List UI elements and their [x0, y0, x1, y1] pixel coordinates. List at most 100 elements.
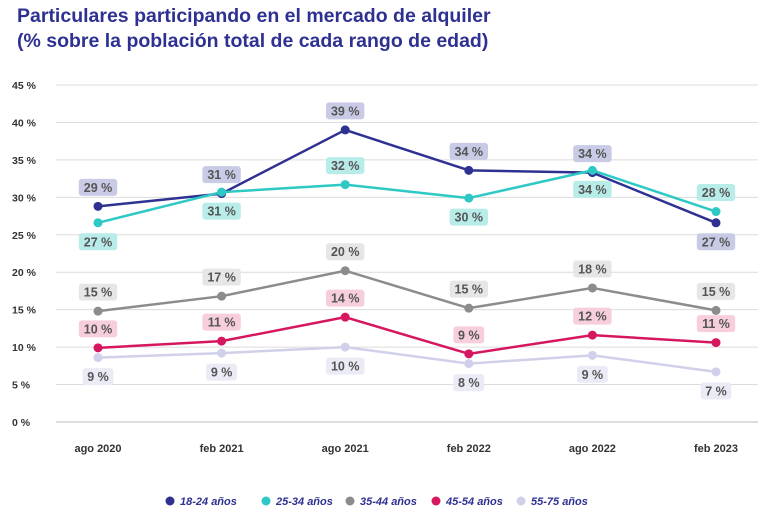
y-tick-label: 30 % [12, 192, 37, 204]
x-tick-label: feb 2023 [694, 443, 738, 455]
data-label-bg [449, 208, 488, 226]
data-label-bg [696, 282, 736, 300]
data-label: 17 % [207, 271, 236, 285]
legend-entry: 45-54 años [445, 496, 503, 508]
series-line [97, 169, 717, 225]
data-point [464, 359, 474, 369]
data-point [587, 330, 597, 340]
data-label-bg [453, 326, 485, 344]
y-tick-label: 35 % [12, 155, 37, 167]
data-label: 14 % [331, 292, 360, 306]
data-point [340, 266, 350, 276]
y-tick-label: 5 % [12, 380, 31, 392]
data-labels: 29 % 31 % 39 % 34 % 34 % 27 % 27 % 31 % 32 % 30 %… [78, 102, 736, 400]
data-point [340, 342, 350, 352]
data-label: 8 % [458, 376, 480, 390]
series-line [97, 345, 717, 374]
data-point [93, 343, 103, 353]
data-label: 34 % [578, 183, 607, 197]
data-label-bg [573, 260, 612, 278]
data-point [217, 336, 227, 346]
data-point [340, 125, 350, 135]
data-label-bg [577, 365, 608, 383]
data-label: 9 % [87, 370, 109, 384]
data-label-bg [202, 268, 241, 286]
legend-marker [431, 496, 441, 506]
data-label-bg [206, 363, 237, 381]
data-point [711, 367, 721, 377]
data-label: 9 % [211, 366, 233, 380]
data-label: 34 % [455, 145, 484, 159]
y-tick-label: 40 % [12, 117, 37, 129]
y-tick-label: 10 % [12, 342, 37, 354]
data-point [217, 348, 227, 358]
data-point [93, 306, 103, 316]
data-label: 10 % [331, 360, 360, 374]
data-label: 31 % [207, 168, 236, 182]
data-label-bg [449, 142, 488, 160]
data-label-bg [700, 382, 732, 400]
data-label: 32 % [331, 159, 360, 173]
data-label-bg [78, 283, 118, 301]
data-label: 11 % [208, 316, 236, 330]
data-label: 31 % [207, 205, 236, 219]
y-tick-label: 45 % [12, 80, 37, 92]
data-point [711, 207, 721, 217]
data-label: 29 % [84, 181, 113, 195]
data-label: 27 % [84, 235, 113, 249]
legend-entry: 55-75 años [531, 496, 588, 508]
y-tick-label: 15 % [12, 305, 37, 317]
data-label-bg [696, 233, 736, 251]
data-label: 12 % [578, 310, 607, 324]
data-label-bg [78, 233, 118, 251]
x-axis: ago 2020 feb 2021 ago 2021 feb 2022 ago 2022… [74, 443, 738, 455]
legend-marker [345, 496, 355, 506]
data-label: 18 % [578, 262, 607, 276]
series-line [97, 269, 717, 313]
data-label-bg [696, 315, 736, 333]
x-tick-label: feb 2022 [447, 443, 491, 455]
data-label: 15 % [84, 286, 113, 300]
data-label-bg [202, 202, 241, 220]
data-label: 27 % [702, 235, 731, 249]
data-label: 39 % [331, 104, 360, 118]
data-label-bg [326, 243, 365, 261]
data-point [340, 180, 350, 190]
legend-entry: 18-24 años [180, 496, 237, 508]
data-label: 10 % [84, 322, 113, 336]
data-point [464, 165, 474, 175]
data-point [587, 165, 597, 175]
legend-marker [165, 496, 175, 506]
title-line-1: Particulares participando en el mercado … [17, 5, 491, 27]
data-point [587, 350, 597, 360]
data-label: 28 % [702, 186, 731, 200]
data-label: 20 % [331, 245, 360, 259]
data-point [711, 338, 721, 348]
data-label-bg [573, 307, 612, 325]
grid-lines [56, 84, 758, 423]
data-label-bg [78, 178, 118, 196]
data-point [93, 218, 103, 228]
x-tick-label: ago 2022 [569, 443, 616, 455]
y-tick-label: 20 % [12, 267, 37, 279]
data-point [217, 291, 227, 301]
data-label: 30 % [455, 211, 484, 225]
legend-entry: 35-44 años [360, 496, 417, 508]
data-label-bg [573, 145, 612, 163]
data-label: 9 % [582, 368, 604, 382]
data-label-bg [202, 166, 241, 184]
data-label-bg [326, 157, 365, 175]
data-label-bg [326, 289, 365, 307]
data-point [587, 283, 597, 293]
data-label-bg [696, 184, 736, 202]
title-line-2: (% sobre la población total de cada rang… [17, 30, 489, 52]
legend-marker [516, 496, 526, 506]
legend-marker [261, 496, 271, 506]
series-group [93, 125, 721, 377]
data-point [464, 303, 474, 313]
series-line [97, 315, 717, 356]
chart-title: Particulares participando en el mercado … [17, 4, 491, 54]
data-label: 15 % [455, 283, 484, 297]
data-label: 34 % [578, 147, 607, 161]
